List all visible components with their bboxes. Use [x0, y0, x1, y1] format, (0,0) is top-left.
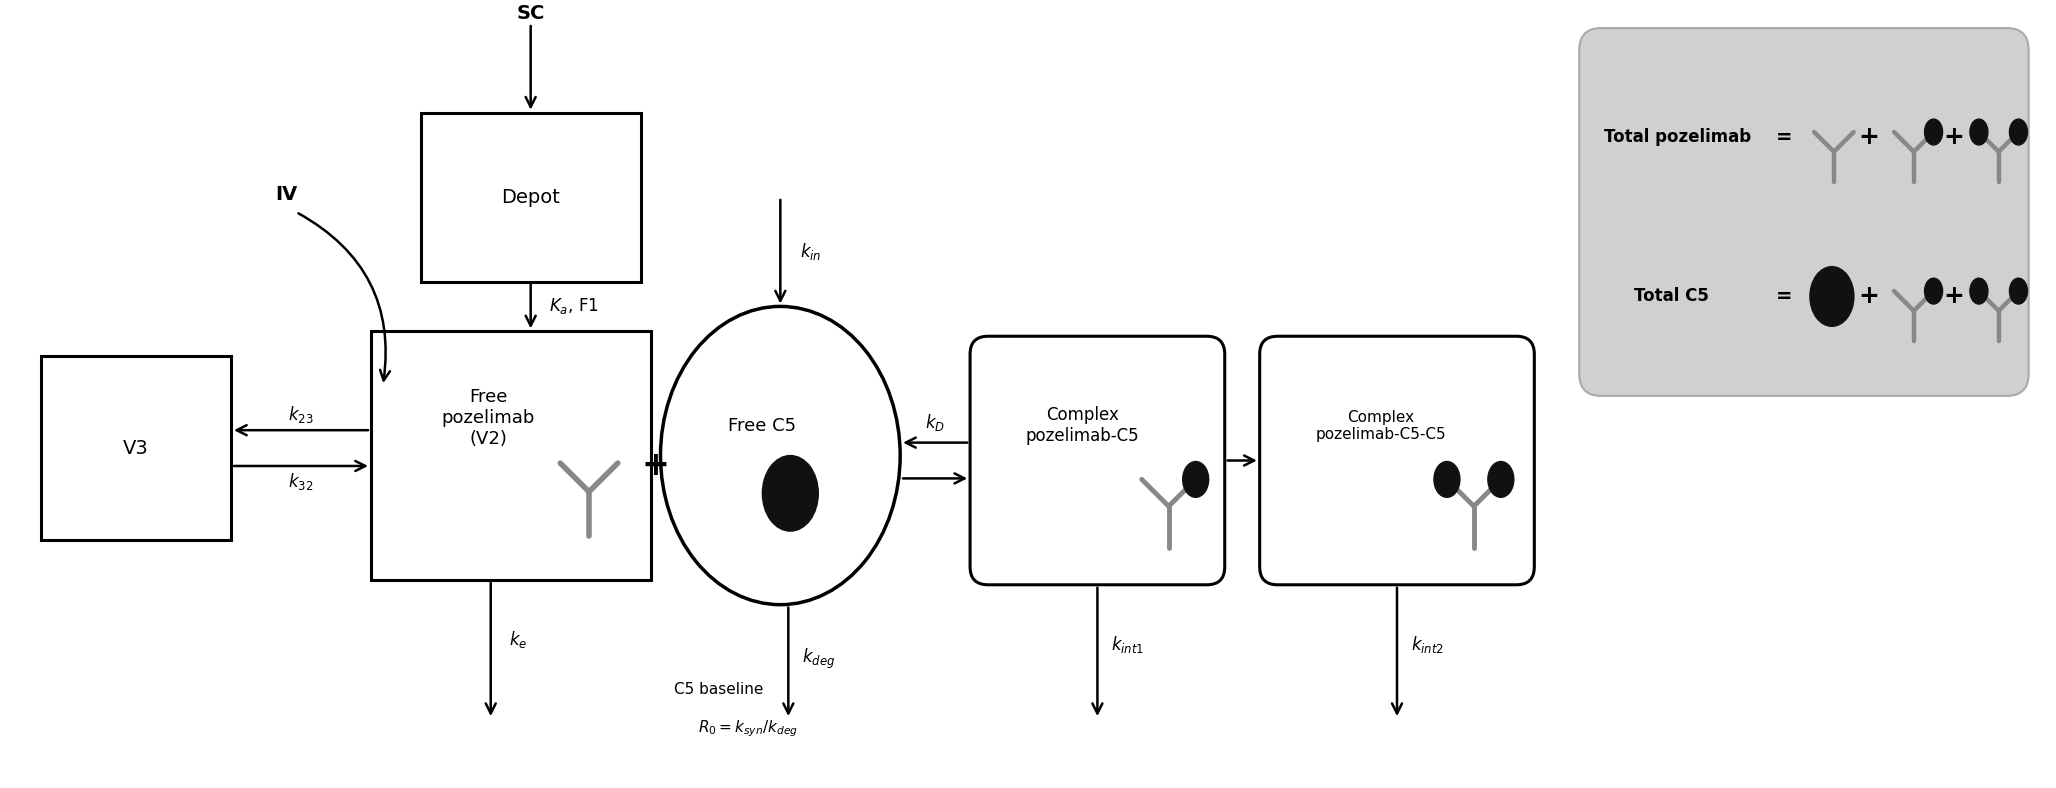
- Ellipse shape: [1970, 119, 1988, 145]
- Ellipse shape: [1809, 266, 1855, 326]
- Text: Total pozelimab: Total pozelimab: [1604, 128, 1752, 147]
- Text: $R_0 = k_{syn}/k_{deg}$: $R_0 = k_{syn}/k_{deg}$: [699, 719, 798, 739]
- Ellipse shape: [763, 455, 818, 531]
- Text: IV: IV: [276, 184, 298, 203]
- Ellipse shape: [1924, 278, 1943, 304]
- Text: V3: V3: [123, 439, 150, 458]
- Text: +: +: [1859, 125, 1879, 150]
- Text: C5 baseline: C5 baseline: [674, 682, 763, 697]
- Text: +: +: [1859, 284, 1879, 308]
- Text: =: =: [1776, 128, 1793, 147]
- Text: +: +: [1943, 125, 1963, 150]
- Text: $k_{deg}$: $k_{deg}$: [802, 647, 835, 671]
- Ellipse shape: [1182, 462, 1209, 497]
- Text: Complex
pozelimab-C5-C5: Complex pozelimab-C5-C5: [1316, 410, 1445, 442]
- Ellipse shape: [2009, 278, 2027, 304]
- Text: $k_{int1}$: $k_{int1}$: [1112, 634, 1145, 655]
- Ellipse shape: [660, 307, 901, 604]
- Text: SC: SC: [516, 4, 545, 23]
- Text: $K_a$, F1: $K_a$, F1: [549, 296, 598, 317]
- Text: Complex
pozelimab-C5: Complex pozelimab-C5: [1026, 407, 1139, 445]
- Ellipse shape: [1970, 278, 1988, 304]
- Text: $k_{32}$: $k_{32}$: [288, 471, 315, 492]
- Text: Depot: Depot: [502, 188, 559, 206]
- Text: $k_{int2}$: $k_{int2}$: [1410, 634, 1443, 655]
- Text: Total C5: Total C5: [1635, 288, 1709, 306]
- FancyBboxPatch shape: [370, 331, 650, 580]
- Ellipse shape: [2009, 119, 2027, 145]
- Ellipse shape: [1433, 462, 1460, 497]
- Text: Free C5: Free C5: [728, 417, 796, 435]
- FancyBboxPatch shape: [421, 113, 641, 281]
- FancyBboxPatch shape: [1260, 336, 1534, 585]
- FancyBboxPatch shape: [41, 356, 230, 540]
- FancyBboxPatch shape: [1579, 28, 2029, 396]
- Text: $k_e$: $k_e$: [508, 629, 526, 650]
- Text: $k_{in}$: $k_{in}$: [800, 241, 822, 262]
- Ellipse shape: [1924, 119, 1943, 145]
- Text: =: =: [1776, 287, 1793, 306]
- Text: $k_D$: $k_D$: [925, 412, 946, 433]
- Text: +: +: [641, 449, 670, 482]
- FancyBboxPatch shape: [970, 336, 1225, 585]
- Text: +: +: [1943, 284, 1963, 308]
- Text: $k_{23}$: $k_{23}$: [288, 403, 315, 425]
- Text: Free
pozelimab
(V2): Free pozelimab (V2): [442, 388, 535, 448]
- Ellipse shape: [1489, 462, 1513, 497]
